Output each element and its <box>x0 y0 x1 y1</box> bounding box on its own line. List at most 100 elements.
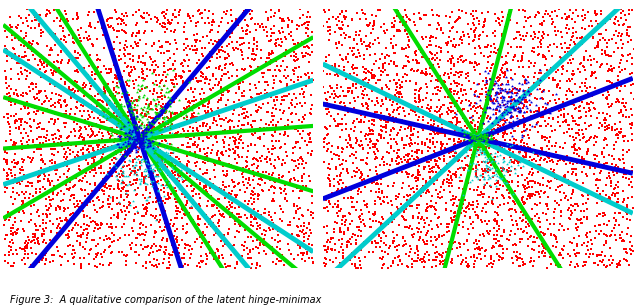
Point <box>610 166 620 171</box>
Point <box>5 22 15 27</box>
Point <box>89 168 99 172</box>
Point <box>148 81 158 86</box>
Point <box>567 166 577 171</box>
Point <box>169 84 179 89</box>
Point <box>360 114 370 119</box>
Point <box>245 143 256 148</box>
Point <box>616 109 626 114</box>
Point <box>443 123 453 128</box>
Point <box>174 243 184 248</box>
Point <box>190 140 200 145</box>
Point <box>483 60 494 65</box>
Point <box>49 122 59 127</box>
Point <box>237 49 247 54</box>
Point <box>417 69 427 74</box>
Point <box>561 120 571 125</box>
Point <box>129 206 139 211</box>
Point <box>233 82 244 87</box>
Point <box>72 99 82 104</box>
Point <box>529 248 539 253</box>
Point <box>322 223 332 228</box>
Point <box>582 85 592 90</box>
Point <box>396 120 406 125</box>
Point <box>43 7 53 12</box>
Point <box>225 244 235 249</box>
Point <box>308 77 318 82</box>
Point <box>494 141 504 146</box>
Point <box>495 141 505 146</box>
Point <box>328 63 338 68</box>
Point <box>558 256 569 261</box>
Point <box>113 210 123 215</box>
Point <box>166 156 176 161</box>
Point <box>569 119 579 124</box>
Point <box>626 38 636 43</box>
Point <box>146 180 156 185</box>
Point <box>413 129 423 134</box>
Point <box>591 194 601 199</box>
Point <box>195 211 205 216</box>
Point <box>500 69 510 74</box>
Point <box>487 121 497 126</box>
Point <box>564 14 574 19</box>
Point <box>207 55 217 60</box>
Point <box>137 86 148 91</box>
Point <box>618 103 628 108</box>
Point <box>544 111 555 116</box>
Point <box>270 59 280 63</box>
Point <box>415 99 425 104</box>
Point <box>113 122 123 127</box>
Point <box>521 219 531 224</box>
Point <box>371 240 381 245</box>
Point <box>482 156 492 161</box>
Point <box>493 239 503 244</box>
Point <box>422 208 432 213</box>
Point <box>577 34 587 39</box>
Point <box>36 75 46 79</box>
Point <box>394 112 404 117</box>
Point <box>141 84 151 89</box>
Point <box>476 152 486 157</box>
Point <box>432 237 442 242</box>
Point <box>413 229 424 234</box>
Point <box>127 149 137 154</box>
Point <box>143 120 153 124</box>
Point <box>483 160 493 165</box>
Point <box>167 156 177 161</box>
Point <box>95 236 105 241</box>
Point <box>132 33 142 38</box>
Point <box>188 198 198 203</box>
Point <box>62 217 72 222</box>
Point <box>187 44 197 49</box>
Point <box>26 262 36 267</box>
Point <box>450 210 460 215</box>
Point <box>129 85 139 90</box>
Point <box>497 87 507 91</box>
Point <box>334 153 344 158</box>
Point <box>273 120 283 124</box>
Point <box>497 100 507 105</box>
Point <box>491 107 501 112</box>
Point <box>350 254 360 259</box>
Point <box>578 194 588 199</box>
Point <box>549 167 559 172</box>
Point <box>406 262 417 267</box>
Point <box>451 144 461 149</box>
Point <box>206 112 216 117</box>
Point <box>619 166 630 171</box>
Point <box>567 126 577 131</box>
Point <box>183 99 193 104</box>
Point <box>619 13 630 18</box>
Point <box>178 192 188 197</box>
Point <box>193 214 203 219</box>
Point <box>32 228 43 233</box>
Point <box>375 78 385 83</box>
Point <box>474 18 484 23</box>
Point <box>205 184 216 188</box>
Point <box>306 92 316 97</box>
Point <box>179 255 190 260</box>
Point <box>610 16 620 21</box>
Point <box>53 191 63 196</box>
Point <box>176 160 186 165</box>
Point <box>253 245 263 250</box>
